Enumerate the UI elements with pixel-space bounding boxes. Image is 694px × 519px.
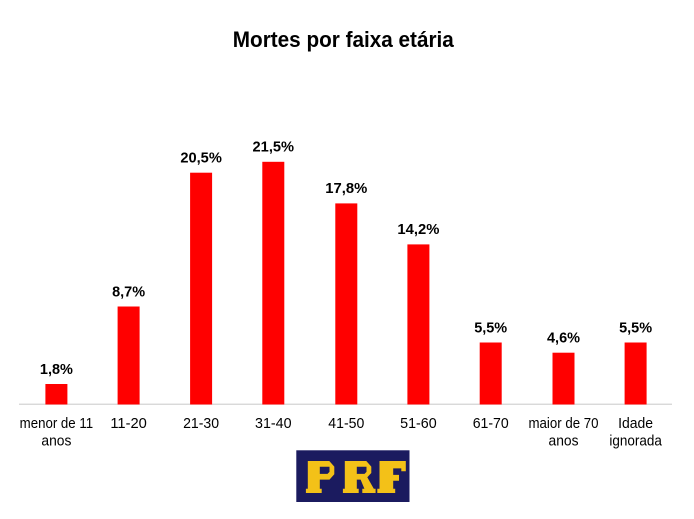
svg-text:41-50: 41-50 — [328, 415, 364, 432]
svg-text:21,5%: 21,5% — [253, 139, 295, 156]
svg-text:menor de 11: menor de 11 — [20, 415, 94, 432]
svg-text:Mortes por faixa etária: Mortes por faixa etária — [233, 27, 455, 52]
svg-text:Idade: Idade — [618, 415, 653, 432]
svg-text:51-60: 51-60 — [400, 415, 437, 432]
svg-text:anos: anos — [41, 432, 71, 449]
svg-text:ignorada: ignorada — [609, 432, 662, 449]
svg-text:1,8%: 1,8% — [40, 361, 73, 378]
svg-text:5,5%: 5,5% — [474, 319, 507, 336]
svg-text:maior de 70: maior de 70 — [529, 415, 599, 432]
svg-text:17,8%: 17,8% — [325, 180, 367, 197]
svg-text:21-30: 21-30 — [183, 415, 219, 432]
svg-text:5,5%: 5,5% — [619, 319, 652, 336]
svg-text:61-70: 61-70 — [473, 415, 509, 432]
svg-text:20,5%: 20,5% — [180, 150, 222, 167]
svg-text:31-40: 31-40 — [255, 415, 292, 432]
svg-text:anos: anos — [549, 432, 579, 449]
svg-text:14,2%: 14,2% — [397, 221, 439, 238]
svg-text:11-20: 11-20 — [110, 415, 147, 432]
svg-text:4,6%: 4,6% — [547, 329, 580, 346]
svg-text:8,7%: 8,7% — [112, 283, 145, 300]
